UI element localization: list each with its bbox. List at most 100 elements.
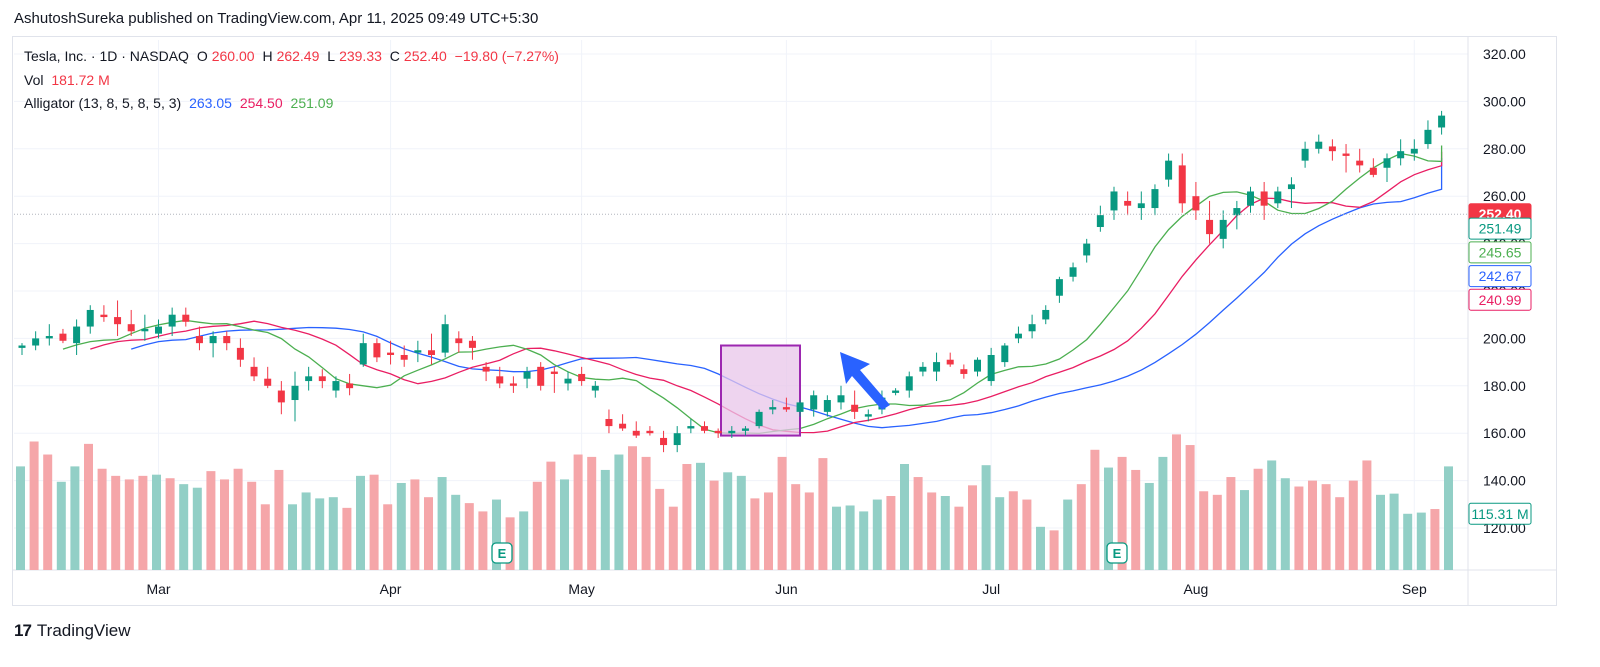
y-tick-label: 280.00 [1483,141,1526,157]
volume-bar [1076,484,1086,570]
volume-bar [995,497,1005,570]
volume-bar [43,454,53,570]
candle-body [250,366,258,377]
open-label: O [196,48,208,64]
volume-bar [872,499,882,570]
candle-body [1151,189,1159,209]
tradingview-footer[interactable]: 17 TradingView [14,621,130,641]
high-value: 262.49 [276,48,320,64]
volume-bar [138,475,148,570]
price-label: 240.99 [1479,292,1522,308]
volume-bar [1376,494,1385,570]
volume-bar [124,479,134,570]
volume-bar [655,488,665,570]
candle-body [509,383,517,386]
x-tick-label: Sep [1402,581,1427,597]
candle-body [155,326,162,334]
candle-body [45,336,53,339]
volume-bar [546,461,556,570]
volume-bar [1008,491,1018,570]
candle-body [1233,208,1241,216]
volume-bar [1240,490,1249,570]
volume-bar [1267,460,1277,570]
candle-body [728,430,736,434]
volume-bar [913,477,923,570]
volume-bar [968,485,977,570]
volume-bar [220,479,229,570]
volume-bar [165,478,175,570]
candle-body [905,376,913,391]
candle-body [1342,153,1350,156]
candle-body [1137,203,1145,209]
candle-body [1110,191,1118,211]
candle-body [318,376,326,382]
volume-bar [1104,467,1113,570]
candle-body [1096,215,1104,228]
candle-body [127,324,135,332]
candle-body [660,437,668,446]
volume-bar [383,504,393,570]
candle-body [1165,160,1173,180]
volume-bar [1131,469,1141,570]
volume-bar [668,506,678,570]
volume-legend[interactable]: Vol 181.72 M [24,72,114,88]
candle-body [332,381,340,391]
candle-body [796,402,804,412]
candle-body [1274,191,1282,204]
candle-body [578,373,586,382]
candle-body [414,350,422,353]
symbol-name[interactable]: Tesla, Inc. · 1D · NASDAQ [24,48,189,64]
candle-body [1001,345,1009,363]
price-label-box [1468,217,1532,240]
volume-bar [832,506,841,570]
volume-bar [682,464,692,570]
volume-bar [1063,499,1073,570]
volume-bar [301,492,311,570]
candle-body [1369,167,1377,175]
x-tick-label: Apr [380,581,402,597]
alligator-jaw-value: 263.05 [189,95,232,111]
volume-bar [1022,499,1032,570]
volume-bar [16,466,25,570]
earnings-marker-icon [491,542,513,564]
earnings-marker-label: E [1113,546,1122,561]
candle-body [851,404,859,412]
volume-bar [1294,486,1304,570]
candle-body [1219,219,1227,239]
high-label: H [262,48,273,64]
volume-bar [1389,493,1399,570]
volume-bar [1158,456,1168,570]
volume-bar [192,487,202,570]
candle-body [195,336,203,344]
volume-bar [927,492,937,570]
candle-body [114,317,122,325]
volume-bar [750,498,760,570]
volume-bar [981,465,991,570]
price-label-box [1468,265,1532,288]
candle-body [619,423,627,429]
candle-body [1042,309,1050,320]
alligator-legend[interactable]: Alligator (13, 8, 5, 8, 5, 3) 263.05 254… [24,95,337,111]
volume-bar [1117,456,1127,570]
symbol-legend[interactable]: Tesla, Inc. · 1D · NASDAQ O 260.00 H 262.4… [24,48,563,64]
candle-body [32,338,40,346]
candle-body [59,333,67,341]
volume-bar [1308,480,1317,570]
x-tick-label: Mar [146,581,170,597]
y-tick-label: 320.00 [1483,46,1526,62]
x-tick-label: Jun [775,581,798,597]
change-value: −19.80 (−7.27%) [454,48,559,64]
y-tick-label: 160.00 [1483,425,1526,441]
volume-bar [1144,482,1154,570]
volume-bar [1090,449,1100,570]
candle-body [168,314,176,327]
alligator-jaw-line [131,157,1443,429]
x-tick-label: Aug [1183,581,1208,597]
y-tick-label: 260.00 [1483,188,1526,204]
volume-bar [600,469,610,570]
volume-bar [1185,445,1195,570]
candle-body [455,338,463,344]
volume-bar [451,494,461,570]
candle-body [537,366,545,386]
